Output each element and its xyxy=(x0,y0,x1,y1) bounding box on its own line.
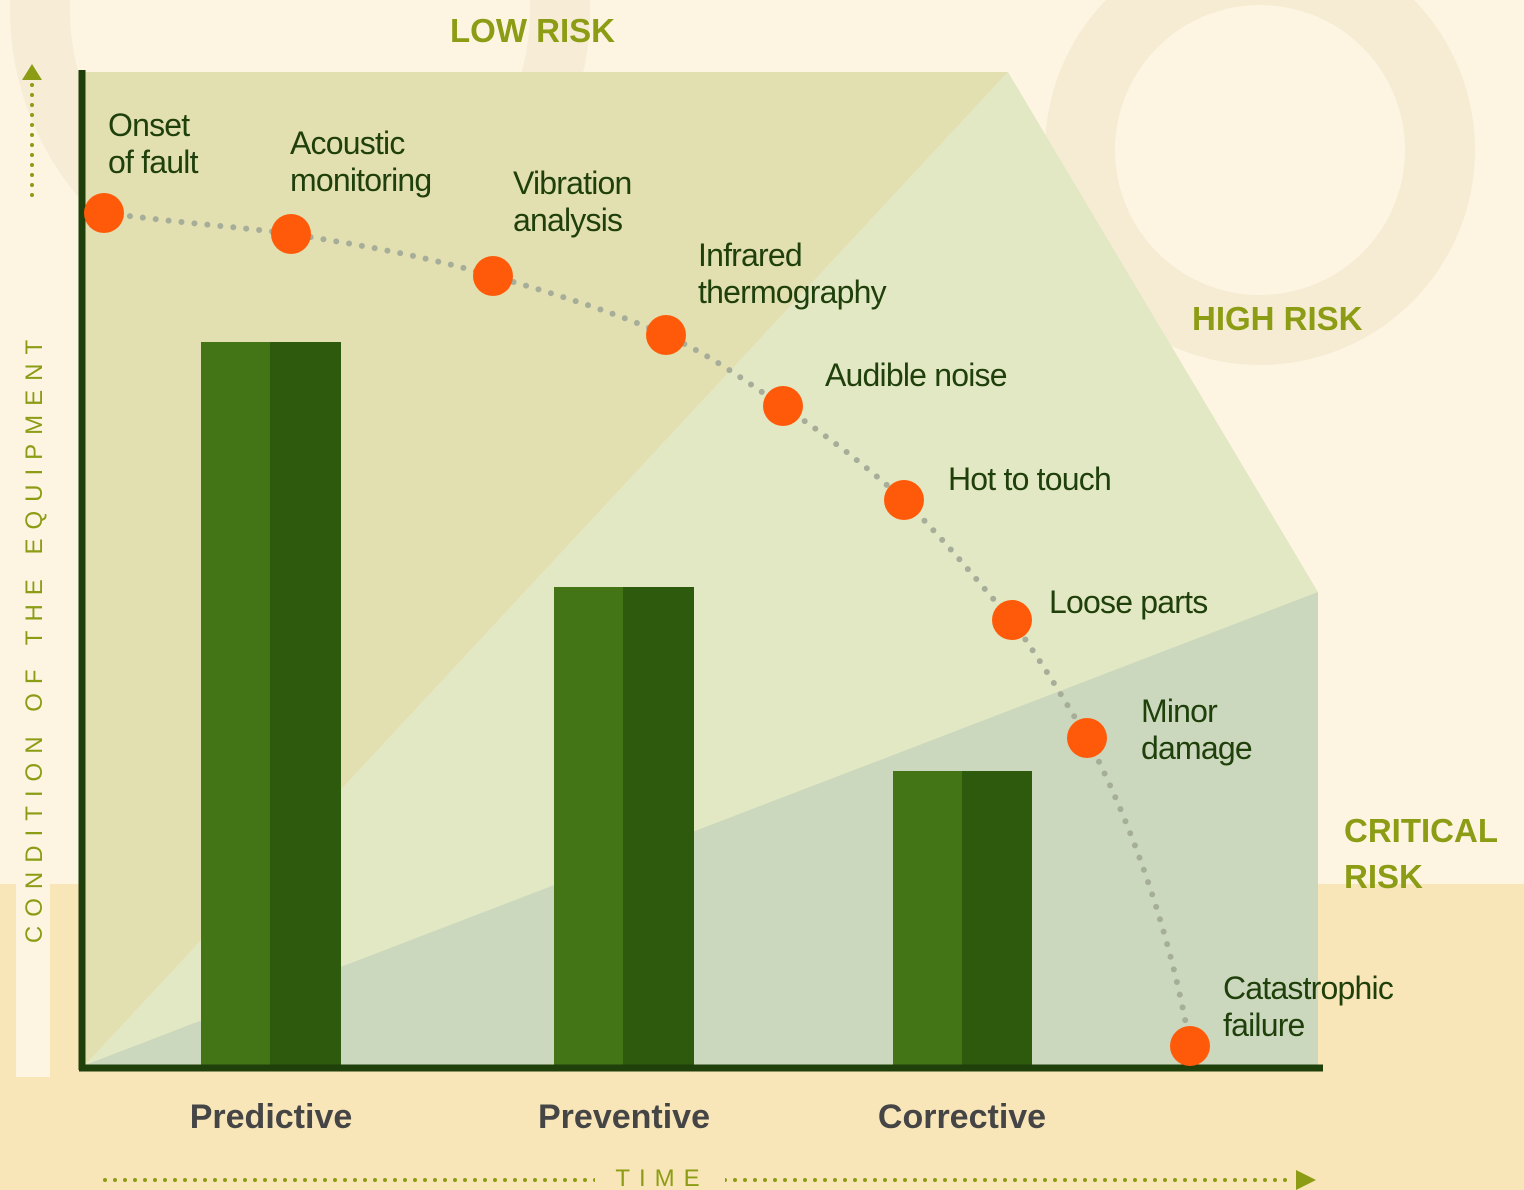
y-axis-title-group: CONDITION OF THE EQUIPMENT xyxy=(16,197,50,1077)
label-backdrop xyxy=(16,197,50,1077)
arrow-head xyxy=(22,64,42,80)
stage-label: Minor xyxy=(1141,693,1218,729)
stage-point xyxy=(884,480,924,520)
category-label: Preventive xyxy=(538,1098,710,1136)
bar-side xyxy=(270,342,341,1066)
y-axis-title: CONDITION OF THE EQUIPMENT xyxy=(21,331,48,943)
stage-point xyxy=(271,214,311,254)
category-label: Predictive xyxy=(190,1098,353,1136)
stage-label: damage xyxy=(1141,730,1252,766)
zone-label: LOW RISK xyxy=(450,12,615,49)
arrow-head xyxy=(1296,1170,1316,1190)
bar-face xyxy=(554,587,624,1066)
stage-point xyxy=(646,315,686,355)
x-axis-title: TIME xyxy=(615,1165,708,1190)
stage-point xyxy=(992,600,1032,640)
bar-side xyxy=(962,771,1032,1066)
stage-label: Catastrophic xyxy=(1223,970,1394,1006)
bar-side xyxy=(623,587,694,1066)
stage-label: Hot to touch xyxy=(948,461,1111,497)
stage-label: Onset xyxy=(108,107,190,143)
bar-face xyxy=(201,342,271,1066)
gear-decoration xyxy=(1045,0,1475,365)
stage-label: of fault xyxy=(108,144,199,180)
category-label: Corrective xyxy=(878,1098,1046,1136)
stage-point xyxy=(1067,718,1107,758)
stage-label: Audible noise xyxy=(825,357,1007,393)
zone-label: RISK xyxy=(1344,858,1423,895)
stage-label: failure xyxy=(1223,1007,1305,1043)
stage-label: monitoring xyxy=(290,162,431,198)
stage-point xyxy=(763,386,803,426)
bars xyxy=(201,342,1032,1066)
stage-label: analysis xyxy=(513,202,622,238)
stage-label: Infrared xyxy=(698,237,802,273)
stage-point xyxy=(473,256,513,296)
stage-point xyxy=(84,193,124,233)
stage-label: Loose parts xyxy=(1049,584,1207,620)
stage-label: Acoustic xyxy=(290,125,405,161)
bar-face xyxy=(893,771,963,1066)
stage-label: Vibration xyxy=(513,165,632,201)
stage-label: thermography xyxy=(698,274,887,310)
stage-point xyxy=(1170,1026,1210,1066)
zone-label: CRITICAL xyxy=(1344,812,1498,849)
zone-label: HIGH RISK xyxy=(1192,300,1363,337)
label-backdrop xyxy=(595,1160,725,1190)
